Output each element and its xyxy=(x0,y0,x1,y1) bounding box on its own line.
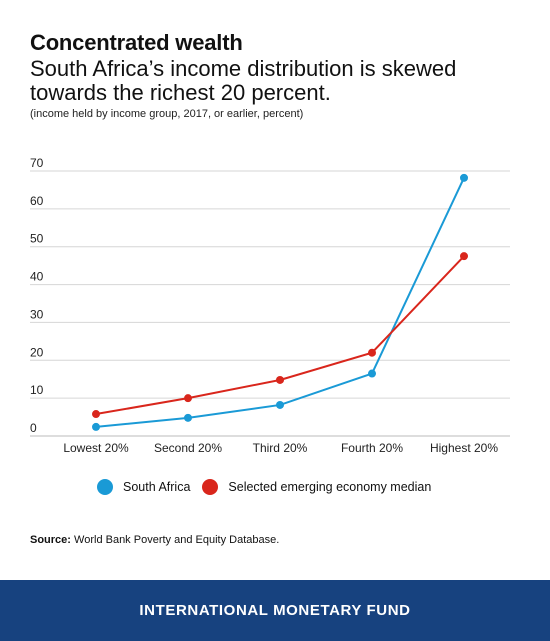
data-point-emerging-median-3 xyxy=(276,375,284,384)
data-point-south-africa-5 xyxy=(460,173,468,182)
y-tick-label-20: 20 xyxy=(30,345,44,359)
legend-item-emerging-median: Selected emerging economy median xyxy=(202,479,431,495)
line-chart: 0 10 20 30 40 50 60 70 Lowest 20% Second 20% Third… xyxy=(30,156,510,455)
legend: South Africa Selected emerging economy m… xyxy=(97,479,443,495)
y-tick-label-70: 70 xyxy=(30,156,44,170)
data-point-south-africa-4 xyxy=(368,369,376,378)
series-line-emerging-median xyxy=(95,255,465,416)
source-text: World Bank Poverty and Equity Database. xyxy=(74,534,280,546)
legend-label-south-africa: South Africa xyxy=(123,480,191,494)
source-note: Source: World Bank Poverty and Equity Da… xyxy=(30,534,279,546)
legend-swatch-emerging-median xyxy=(202,479,219,495)
chart-note: (income held by income group, 2017, or e… xyxy=(30,108,304,120)
x-tick-label-3: Third 20% xyxy=(253,441,308,455)
y-tick-label-50: 50 xyxy=(30,232,44,246)
footer-text: INTERNATIONAL MONETARY FUND xyxy=(139,602,411,619)
y-tick-label-40: 40 xyxy=(30,270,44,284)
y-tick-label-10: 10 xyxy=(30,383,44,397)
data-point-emerging-median-5 xyxy=(460,252,468,261)
x-tick-label-1: Lowest 20% xyxy=(63,441,129,455)
y-tick-label-30: 30 xyxy=(30,307,44,321)
footer-banner: INTERNATIONAL MONETARY FUND xyxy=(0,580,550,641)
data-point-emerging-median-4 xyxy=(368,348,376,357)
x-tick-label-4: Fourth 20% xyxy=(341,441,403,455)
data-point-south-africa-1 xyxy=(92,422,100,431)
y-tick-label-0: 0 xyxy=(30,421,37,435)
x-tick-label-5: Highest 20% xyxy=(430,441,498,455)
chart-title: Concentrated wealth xyxy=(30,30,243,55)
y-tick-label-60: 60 xyxy=(30,194,44,208)
x-tick-label-2: Second 20% xyxy=(154,441,222,455)
legend-swatch-south-africa xyxy=(97,479,113,495)
data-point-emerging-median-2 xyxy=(184,394,192,403)
data-point-emerging-median-1 xyxy=(92,410,100,419)
legend-item-south-africa: South Africa xyxy=(97,479,190,495)
data-point-south-africa-3 xyxy=(276,400,284,409)
data-point-south-africa-2 xyxy=(184,413,192,422)
series-line-south-africa xyxy=(95,177,465,428)
source-label: Source: xyxy=(30,534,71,546)
chart-subtitle: South Africa’s income distribution is sk… xyxy=(30,56,457,105)
legend-label-emerging-median: Selected emerging economy median xyxy=(228,480,432,494)
